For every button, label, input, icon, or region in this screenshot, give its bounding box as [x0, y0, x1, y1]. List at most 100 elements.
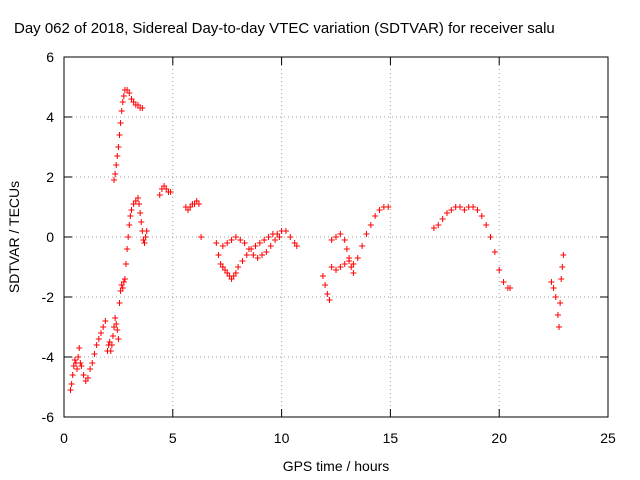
data-point: [367, 222, 374, 228]
data-point: [116, 132, 123, 138]
data-point: [556, 324, 563, 330]
data-point: [343, 246, 350, 252]
data-point: [341, 237, 348, 243]
data-point: [328, 237, 335, 243]
data-point: [385, 204, 392, 210]
data-point: [100, 324, 107, 330]
data-point: [89, 360, 96, 366]
data-point: [359, 243, 366, 249]
data-point: [232, 270, 239, 276]
x-tick-label: 15: [383, 430, 399, 446]
y-tick-label: 4: [46, 109, 54, 125]
data-point: [95, 336, 102, 342]
data-point: [239, 258, 246, 264]
data-point: [241, 240, 248, 246]
data-point: [557, 300, 564, 306]
data-point: [74, 366, 81, 372]
data-point: [156, 192, 163, 198]
data-point: [554, 312, 561, 318]
data-point: [457, 204, 464, 210]
data-point: [245, 246, 252, 252]
series-seg14: [548, 252, 567, 330]
data-point: [507, 285, 514, 291]
data-point: [276, 234, 283, 240]
data-point: [126, 90, 133, 96]
series-seg6: [156, 183, 174, 198]
data-point: [112, 171, 119, 177]
data-point: [121, 276, 128, 282]
data-point: [341, 261, 348, 267]
data-point: [333, 234, 339, 240]
y-tick-label: 2: [46, 169, 54, 185]
data-point: [267, 243, 274, 249]
y-tick-label: -2: [42, 289, 55, 305]
series-seg5: [121, 195, 150, 282]
data-point: [448, 207, 455, 213]
data-point: [78, 363, 85, 369]
data-point: [478, 213, 485, 219]
data-point: [128, 207, 135, 213]
data-point: [337, 231, 344, 237]
series-seg11: [328, 204, 392, 273]
data-point: [470, 204, 477, 210]
data-point: [548, 279, 555, 285]
data-point: [250, 252, 257, 258]
data-point: [232, 234, 239, 240]
data-point: [120, 279, 127, 285]
data-point: [76, 345, 83, 351]
data-point: [68, 381, 75, 387]
data-point: [372, 213, 379, 219]
data-point: [500, 279, 507, 285]
data-point: [113, 321, 120, 327]
data-point: [243, 252, 250, 258]
data-point: [97, 330, 104, 336]
series-seg12: [328, 231, 357, 276]
data-point: [80, 372, 87, 378]
data-point: [235, 264, 242, 270]
y-tick-label: 0: [46, 229, 54, 245]
series-seg7: [182, 198, 205, 240]
data-point: [376, 207, 383, 213]
data-point: [141, 240, 148, 246]
data-point: [139, 105, 146, 111]
x-tick-label: 5: [169, 430, 177, 446]
data-point: [198, 234, 205, 240]
data-point: [328, 264, 335, 270]
data-point: [138, 219, 145, 225]
data-point: [108, 342, 115, 348]
data-point: [319, 273, 326, 279]
data-point: [483, 222, 490, 228]
data-point: [254, 255, 261, 261]
data-point: [491, 249, 498, 255]
data-point: [112, 315, 119, 321]
x-tick-label: 25: [600, 430, 616, 446]
data-point: [354, 255, 361, 261]
data-points: [67, 87, 567, 393]
data-point: [123, 261, 130, 267]
data-point: [119, 285, 126, 291]
data-point: [118, 108, 125, 114]
data-point: [142, 234, 149, 240]
series-seg3: [104, 279, 127, 354]
data-point: [116, 300, 123, 306]
data-point: [435, 222, 442, 228]
data-point: [224, 240, 231, 246]
data-point: [259, 252, 266, 258]
data-point: [134, 195, 141, 201]
data-point: [256, 240, 263, 246]
chart-title: Day 062 of 2018, Sidereal Day-to-day VTE…: [14, 20, 555, 37]
data-point: [293, 243, 300, 249]
data-point: [496, 267, 503, 273]
data-point: [124, 246, 131, 252]
data-point: [167, 189, 174, 195]
data-point: [263, 249, 270, 255]
data-point: [137, 210, 144, 216]
y-tick-label: -6: [42, 409, 55, 425]
data-point: [326, 297, 333, 303]
x-tick-label: 10: [274, 430, 290, 446]
series-seg10: [319, 273, 333, 303]
data-point: [348, 264, 355, 270]
data-point: [115, 336, 122, 342]
data-point: [287, 234, 294, 240]
series-seg9: [219, 234, 283, 261]
